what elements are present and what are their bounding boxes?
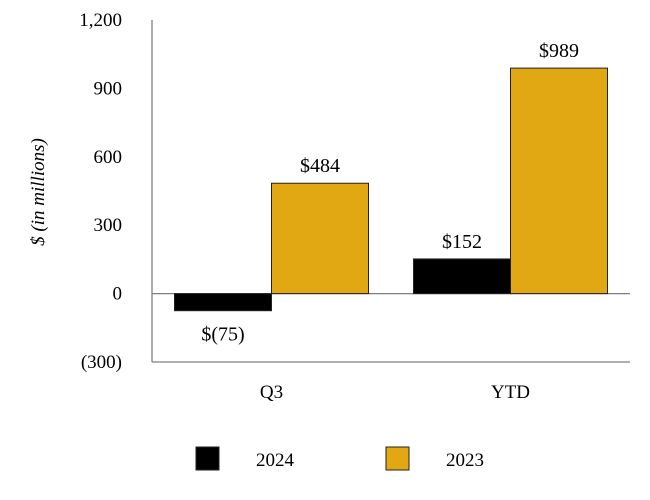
data-label: $484 bbox=[300, 155, 340, 177]
y-tick-label: 600 bbox=[94, 147, 123, 168]
x-category-label: Q3 bbox=[260, 382, 283, 403]
y-tick-label: 900 bbox=[94, 78, 123, 99]
y-axis-label: $ (in millions) bbox=[28, 138, 49, 246]
x-category-label: YTD bbox=[491, 382, 530, 403]
bar-2023-q3 bbox=[271, 182, 369, 295]
bar-2024-q3 bbox=[174, 293, 272, 312]
legend-swatch-2024 bbox=[195, 446, 220, 471]
data-label: $152 bbox=[442, 231, 482, 253]
legend-label-2023: 2023 bbox=[446, 450, 484, 471]
y-tick-label: 1,200 bbox=[79, 10, 122, 31]
legend-label-2024: 2024 bbox=[256, 450, 295, 471]
data-label: $(75) bbox=[201, 324, 244, 346]
data-label: $989 bbox=[539, 40, 579, 62]
y-tick-label: (300) bbox=[81, 352, 122, 373]
bar-2024-ytd bbox=[413, 258, 511, 295]
y-tick-label: 300 bbox=[94, 215, 123, 236]
legend-swatch-2023 bbox=[385, 446, 410, 471]
bar-2023-ytd bbox=[510, 67, 608, 295]
y-tick-label: 0 bbox=[113, 284, 123, 305]
